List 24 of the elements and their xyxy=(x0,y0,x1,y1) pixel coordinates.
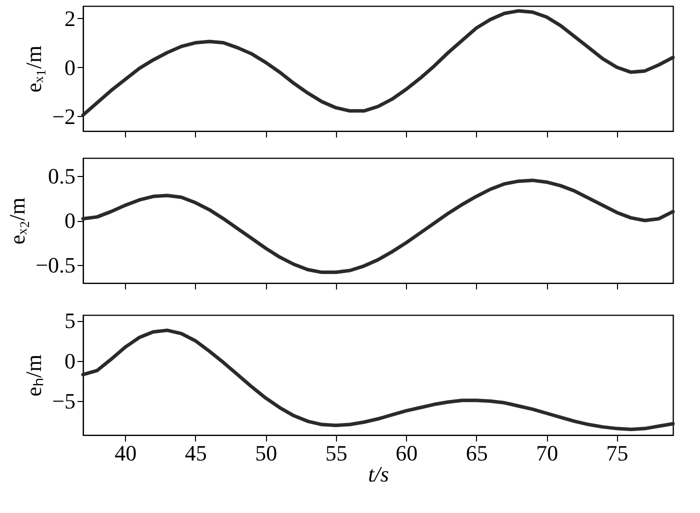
y-tick-label: 0 xyxy=(64,348,76,374)
y-tick-label: −0.5 xyxy=(36,252,76,278)
y-axis-title: eₓ₂/m xyxy=(4,197,30,245)
x-tick-label: 45 xyxy=(184,440,207,466)
line-series xyxy=(81,9,675,117)
y-axis-title: eₕ/m xyxy=(21,354,46,396)
y-tick-label: 5 xyxy=(64,308,76,334)
x-tick-label: 50 xyxy=(255,440,278,466)
x-axis-title: t/s xyxy=(368,462,389,486)
x-tick-label: 65 xyxy=(466,440,488,466)
y-tick-label: 0 xyxy=(64,208,76,233)
line-series xyxy=(81,328,675,432)
x-tick-label: 70 xyxy=(536,440,558,466)
y-axis-title: eₓ₁/m xyxy=(21,45,46,93)
x-tick-label: 40 xyxy=(114,440,137,466)
y-tick-label: 2 xyxy=(64,6,76,31)
line-series xyxy=(81,178,675,274)
x-tick-label: 75 xyxy=(606,440,628,466)
y-tick-label: 0 xyxy=(64,54,76,80)
x-tick-label: 55 xyxy=(325,440,348,466)
y-tick-label: −2 xyxy=(52,104,76,129)
y-tick-label: −5 xyxy=(52,388,76,414)
y-tick-label: 0.5 xyxy=(48,163,76,188)
x-tick-label: 60 xyxy=(396,440,418,466)
